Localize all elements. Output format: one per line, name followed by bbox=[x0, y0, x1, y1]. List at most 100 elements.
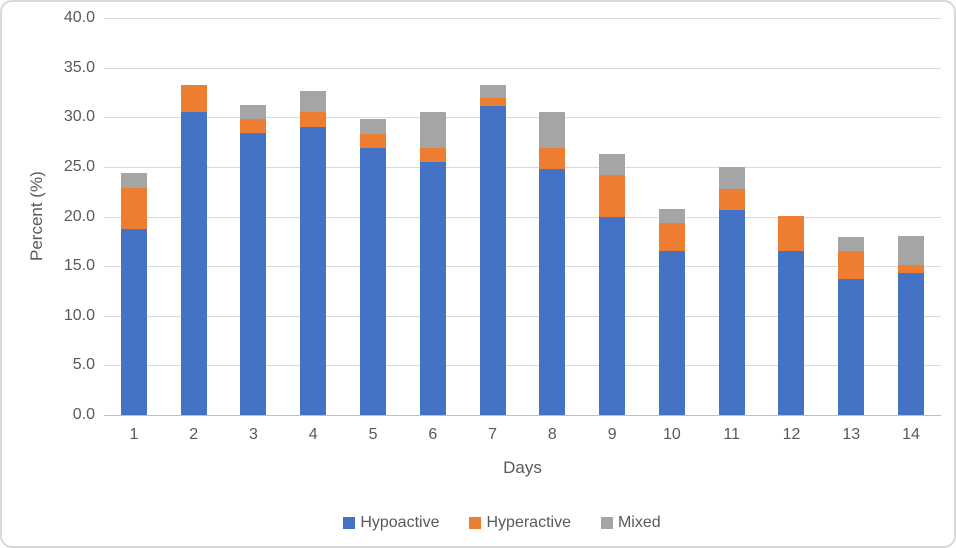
y-tick-label-40.0: 40.0 bbox=[63, 9, 95, 26]
bar-day-1 bbox=[120, 172, 147, 415]
gridline-30.0 bbox=[104, 117, 941, 119]
bar-day-12 bbox=[778, 215, 805, 415]
bar-segment-hyperactive-day-3 bbox=[240, 119, 267, 134]
gridline-5.0 bbox=[104, 365, 941, 367]
bar-segment-mixed-day-3 bbox=[240, 105, 267, 120]
x-tick-label-3: 3 bbox=[249, 426, 258, 443]
x-axis-title: Days bbox=[503, 458, 542, 477]
bar-slot-day-1 bbox=[104, 18, 164, 415]
bar-day-3 bbox=[240, 105, 267, 415]
bar-segment-hyperactive-day-1 bbox=[120, 187, 147, 230]
y-tick-label-5.0: 5.0 bbox=[72, 356, 95, 374]
legend-item-mixed: Mixed bbox=[600, 514, 661, 532]
y-tick-label-20.0: 20.0 bbox=[63, 207, 95, 225]
x-tick-label-1: 1 bbox=[129, 426, 139, 443]
x-tick-label-13: 13 bbox=[842, 426, 861, 443]
bar-segment-hyperactive-day-10 bbox=[658, 223, 685, 252]
bar-segment-mixed-day-7 bbox=[479, 84, 506, 99]
bar-segment-hyperactive-day-11 bbox=[718, 188, 745, 210]
bar-slot-day-5 bbox=[343, 18, 403, 415]
x-tick-label-4: 4 bbox=[308, 426, 318, 443]
bar-slot-day-14 bbox=[881, 18, 941, 415]
bar-slot-day-13 bbox=[821, 18, 881, 415]
legend: Hypoactive Hyperactive Mixed bbox=[62, 514, 942, 532]
gridline-15.0 bbox=[104, 266, 941, 268]
bar-day-7 bbox=[479, 84, 506, 415]
gridline-25.0 bbox=[104, 166, 941, 168]
bar-segment-hypoactive-day-1 bbox=[120, 229, 147, 415]
bar-segment-mixed-day-8 bbox=[539, 112, 566, 149]
bar-segment-hyperactive-day-7 bbox=[479, 98, 506, 107]
bar-day-8 bbox=[539, 112, 566, 415]
bar-slot-day-4 bbox=[283, 18, 343, 415]
bar-segment-hyperactive-day-5 bbox=[360, 134, 387, 149]
y-tick-label-30.0: 30.0 bbox=[63, 108, 95, 126]
x-tick-label-6: 6 bbox=[428, 426, 438, 443]
bar-day-5 bbox=[360, 119, 387, 415]
bar-segment-hypoactive-day-2 bbox=[180, 112, 207, 415]
bars-row bbox=[104, 18, 941, 415]
legend-label-hyperactive: Hyperactive bbox=[486, 514, 571, 531]
bar-segment-hypoactive-day-3 bbox=[240, 133, 267, 415]
y-tick-label-35.0: 35.0 bbox=[63, 58, 95, 76]
legend-label-mixed: Mixed bbox=[617, 514, 661, 531]
bar-day-6 bbox=[419, 112, 446, 415]
y-tick-label-15.0: 15.0 bbox=[63, 257, 95, 275]
bar-slot-day-3 bbox=[224, 18, 284, 415]
bar-segment-mixed-day-10 bbox=[658, 208, 685, 224]
bar-segment-hypoactive-day-5 bbox=[360, 148, 387, 415]
bar-segment-hypoactive-day-13 bbox=[838, 279, 865, 415]
bar-day-11 bbox=[718, 166, 745, 415]
bar-day-10 bbox=[658, 208, 685, 415]
bar-segment-hypoactive-day-8 bbox=[539, 168, 566, 415]
legend-item-hypoactive: Hypoactive bbox=[343, 514, 439, 532]
bar-segment-hypoactive-day-6 bbox=[419, 161, 446, 415]
bar-slot-day-7 bbox=[463, 18, 523, 415]
bar-segment-mixed-day-5 bbox=[360, 119, 387, 135]
y-tick-label-25.0: 25.0 bbox=[63, 157, 95, 175]
bar-segment-hypoactive-day-10 bbox=[658, 251, 685, 415]
bar-slot-day-11 bbox=[702, 18, 762, 415]
bar-segment-hyperactive-day-4 bbox=[300, 112, 327, 128]
x-tick-label-2: 2 bbox=[189, 426, 199, 443]
bar-slot-day-9 bbox=[582, 18, 642, 415]
bar-segment-mixed-day-6 bbox=[419, 112, 446, 149]
gridline-35.0 bbox=[104, 67, 941, 69]
plot-area bbox=[104, 18, 941, 416]
x-tick-label-10: 10 bbox=[663, 426, 681, 443]
bar-segment-mixed-day-4 bbox=[300, 91, 327, 113]
x-axis-line bbox=[104, 415, 941, 416]
y-tick-label-10.0: 10.0 bbox=[63, 306, 95, 324]
legend-label-hypoactive: Hypoactive bbox=[360, 514, 440, 531]
legend-swatch-hyperactive bbox=[469, 517, 482, 529]
bar-segment-hyperactive-day-9 bbox=[599, 174, 626, 217]
bar-segment-hypoactive-day-7 bbox=[479, 106, 506, 415]
bar-day-4 bbox=[300, 91, 327, 415]
gridline-10.0 bbox=[104, 315, 941, 317]
gridline-40.0 bbox=[104, 18, 941, 19]
bar-day-9 bbox=[599, 154, 626, 415]
bar-segment-hyperactive-day-13 bbox=[838, 251, 865, 280]
bar-segment-hyperactive-day-8 bbox=[539, 148, 566, 169]
bar-day-14 bbox=[898, 236, 925, 415]
bar-segment-hypoactive-day-4 bbox=[300, 127, 327, 415]
bar-slot-day-2 bbox=[164, 18, 224, 415]
bar-slot-day-12 bbox=[762, 18, 822, 415]
bar-segment-mixed-day-11 bbox=[718, 166, 745, 189]
bar-slot-day-6 bbox=[403, 18, 463, 415]
bar-segment-hypoactive-day-12 bbox=[778, 251, 805, 415]
x-tick-label-11: 11 bbox=[723, 426, 740, 443]
bar-segment-mixed-day-13 bbox=[838, 237, 865, 252]
gridline-20.0 bbox=[104, 216, 941, 218]
bar-segment-hypoactive-day-14 bbox=[898, 273, 925, 415]
bar-segment-hyperactive-day-14 bbox=[898, 265, 925, 274]
x-tick-label-8: 8 bbox=[547, 426, 557, 443]
y-axis-tick-labels: 40.0 35.0 30.0 25.0 20.0 15.0 10.0 5.0 0.0 bbox=[2, 10, 95, 423]
x-tick-label-12: 12 bbox=[782, 426, 801, 443]
bar-segment-mixed-day-9 bbox=[599, 154, 626, 175]
bar-segment-hypoactive-day-11 bbox=[718, 209, 745, 415]
bar-segment-hyperactive-day-2 bbox=[180, 84, 207, 113]
legend-swatch-hypoactive bbox=[343, 517, 356, 529]
bar-day-13 bbox=[838, 237, 865, 415]
